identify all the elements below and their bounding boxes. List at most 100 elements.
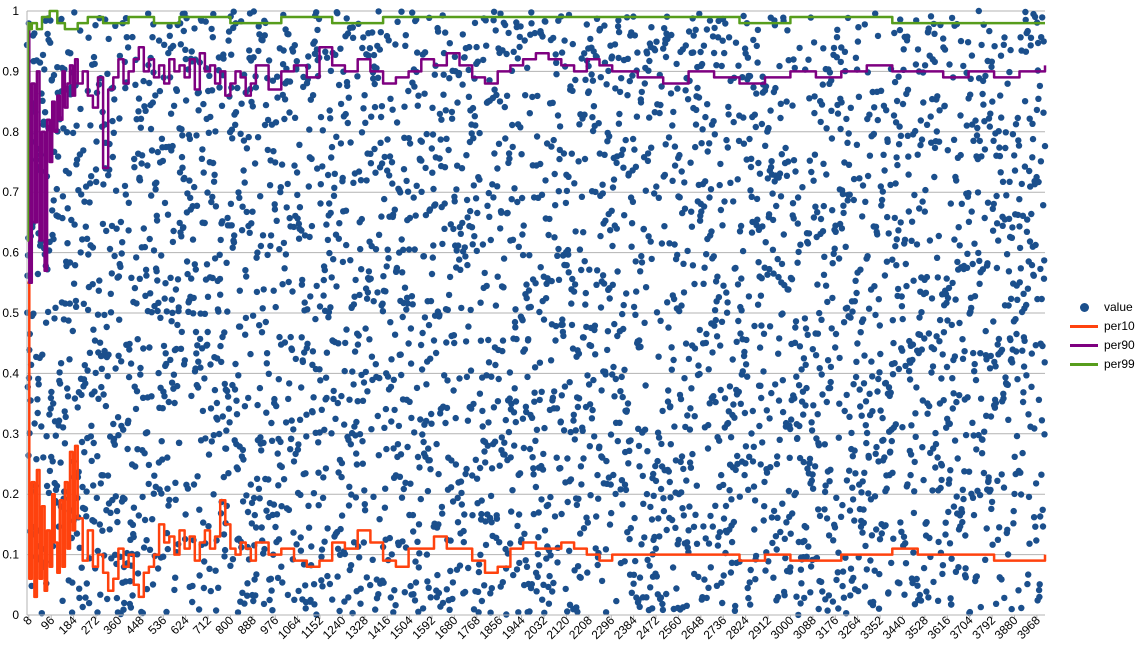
value-point [156, 87, 164, 95]
value-point [727, 434, 735, 441]
value-point [99, 527, 106, 534]
value-point [1037, 265, 1044, 273]
value-point [859, 213, 866, 220]
value-point [410, 194, 417, 201]
value-point [891, 360, 898, 367]
value-point [173, 87, 181, 95]
value-point [718, 579, 725, 586]
value-point [162, 350, 169, 357]
value-point [196, 572, 203, 579]
value-point [578, 193, 586, 200]
value-point [976, 257, 983, 265]
value-point [308, 222, 316, 230]
value-point [694, 84, 701, 92]
value-point [1008, 605, 1015, 613]
value-point [861, 352, 868, 359]
value-point [569, 87, 576, 95]
value-point [644, 157, 652, 165]
value-point [761, 503, 768, 510]
value-point [346, 566, 353, 574]
value-point [469, 512, 476, 519]
value-point [318, 553, 325, 560]
value-point [107, 509, 114, 516]
value-point [1035, 178, 1042, 186]
value-point [944, 294, 952, 302]
value-point [885, 384, 893, 391]
value-point [976, 280, 983, 287]
value-point [738, 307, 745, 314]
value-point [116, 316, 123, 323]
value-point [627, 437, 634, 444]
value-point [250, 54, 257, 61]
value-point [143, 272, 150, 279]
value-point [418, 157, 425, 164]
value-point [934, 274, 941, 281]
value-point [566, 379, 573, 386]
value-point [357, 177, 365, 184]
value-point [995, 237, 1002, 244]
value-point [557, 464, 564, 472]
value-point [621, 481, 629, 488]
value-point [94, 453, 101, 460]
value-point [718, 318, 726, 325]
value-point [514, 55, 521, 62]
value-point [254, 401, 261, 409]
value-point [985, 474, 992, 481]
value-point [559, 321, 566, 328]
value-point [532, 280, 539, 287]
value-point [461, 511, 468, 518]
value-point [1011, 152, 1018, 159]
value-point [195, 107, 202, 114]
value-point [578, 266, 585, 274]
value-point [938, 476, 945, 484]
value-point [328, 143, 336, 151]
value-point [535, 509, 542, 516]
value-point [172, 496, 179, 503]
value-point [499, 579, 506, 586]
value-point [1033, 106, 1041, 114]
value-point [193, 350, 200, 357]
x-tick-label: 2384 [611, 613, 640, 642]
value-point [818, 371, 825, 378]
value-point [766, 415, 773, 422]
value-point [188, 392, 195, 400]
value-point [415, 92, 422, 99]
value-point [620, 164, 627, 171]
value-point [717, 160, 724, 168]
value-point [765, 558, 772, 565]
value-point [545, 583, 552, 591]
value-point [904, 86, 912, 94]
value-point [498, 434, 505, 441]
value-point [96, 277, 103, 284]
value-point [59, 214, 66, 222]
value-point [777, 193, 785, 200]
value-point [209, 193, 216, 201]
value-point [749, 407, 756, 415]
value-point [206, 565, 213, 572]
value-point [929, 363, 937, 370]
value-point [446, 606, 453, 613]
value-point [115, 432, 122, 439]
value-point [185, 308, 192, 315]
value-point [604, 138, 611, 145]
value-point [491, 438, 499, 445]
value-point [31, 420, 38, 427]
value-point [317, 377, 324, 384]
value-point [1019, 449, 1026, 457]
value-point [728, 496, 735, 503]
value-point [358, 129, 366, 136]
value-point [479, 241, 487, 248]
value-point [939, 562, 947, 569]
value-point [336, 607, 343, 615]
value-point [154, 307, 161, 315]
value-point [404, 188, 412, 195]
value-point [263, 507, 270, 514]
value-point [224, 393, 232, 400]
value-point [45, 489, 53, 497]
value-point [707, 564, 714, 571]
value-point [850, 574, 857, 582]
value-point [812, 203, 819, 210]
value-point [626, 447, 633, 454]
value-point [341, 598, 348, 605]
value-point [55, 417, 63, 424]
